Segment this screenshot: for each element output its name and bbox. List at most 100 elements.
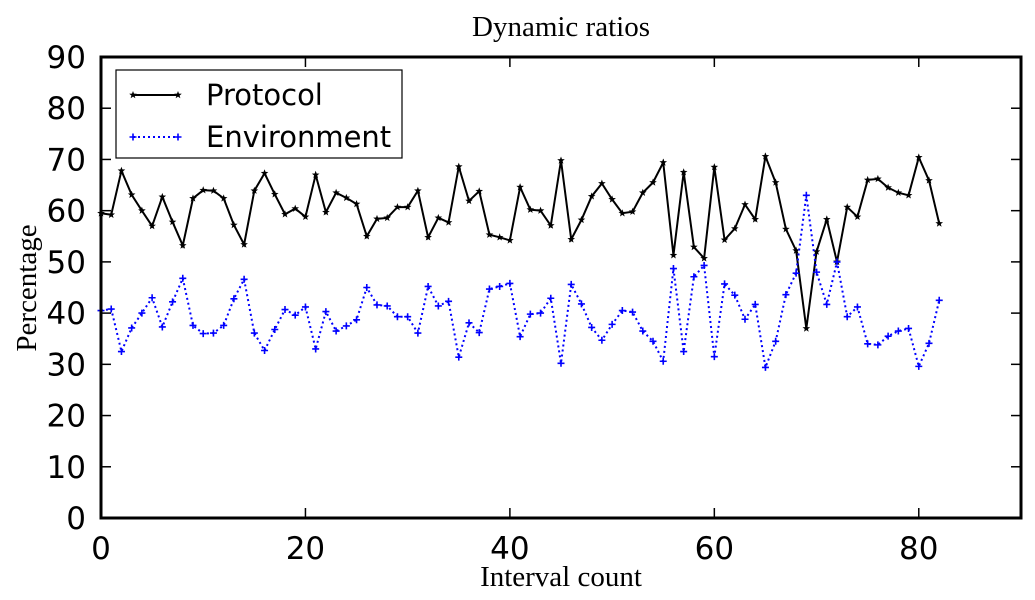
- data-point: [772, 337, 780, 345]
- data-point: [353, 316, 361, 324]
- data-point: [291, 204, 300, 212]
- data-point: [209, 329, 217, 337]
- data-point: [148, 294, 156, 302]
- y-tick-label: 60: [47, 194, 86, 230]
- data-point: [884, 183, 892, 191]
- data-point: [761, 363, 769, 371]
- data-point: [230, 295, 238, 303]
- data-point: [301, 303, 309, 311]
- data-point: [454, 162, 463, 170]
- data-point: [822, 215, 831, 223]
- data-point: [199, 186, 208, 194]
- legend: Protocol Environment: [115, 69, 403, 159]
- data-point: [731, 291, 739, 299]
- data-point: [240, 275, 248, 283]
- data-point: [935, 296, 943, 304]
- data-point: [445, 297, 453, 305]
- data-point: [506, 279, 514, 287]
- legend-marker: [174, 91, 182, 99]
- data-point: [802, 324, 811, 332]
- data-point: [587, 192, 596, 200]
- data-point: [680, 348, 688, 356]
- data-point: [383, 302, 391, 310]
- y-axis-label: Percentage: [11, 224, 43, 351]
- data-point: [598, 179, 606, 187]
- data-point: [138, 309, 146, 317]
- data-point: [904, 191, 913, 199]
- data-point: [629, 308, 637, 316]
- data-point: [925, 176, 933, 184]
- data-point: [823, 300, 831, 308]
- data-point: [679, 168, 688, 176]
- data-point: [373, 301, 381, 309]
- data-point: [557, 156, 565, 164]
- data-point: [710, 163, 719, 171]
- data-point: [649, 337, 657, 345]
- data-point: [362, 232, 371, 240]
- data-point: [782, 225, 790, 233]
- data-point: [577, 215, 586, 224]
- data-point: [863, 175, 872, 184]
- data-point: [802, 191, 810, 199]
- data-point: [914, 153, 923, 161]
- data-point: [812, 247, 821, 255]
- data-point: [905, 324, 913, 332]
- y-axis-ticks: 0 10 20 30 40 50 60 70 80 90: [47, 40, 1021, 537]
- data-point: [730, 224, 739, 232]
- data-point: [261, 347, 269, 355]
- y-tick-label: 0: [66, 501, 86, 537]
- data-point: [475, 187, 484, 195]
- data-point: [414, 329, 422, 337]
- data-point: [424, 282, 432, 290]
- data-point: [342, 322, 350, 330]
- data-point: [894, 327, 902, 335]
- data-point: [301, 212, 310, 221]
- data-point: [127, 190, 136, 199]
- data-point: [465, 196, 473, 205]
- data-point: [690, 243, 698, 251]
- data-point: [853, 212, 862, 221]
- data-point: [250, 329, 258, 337]
- data-point: [138, 206, 146, 214]
- data-point: [792, 246, 800, 254]
- chart-title: Dynamic ratios: [472, 11, 650, 43]
- data-point: [107, 305, 115, 313]
- legend-frame: [115, 69, 403, 159]
- data-point: [915, 362, 923, 370]
- data-point: [179, 274, 187, 282]
- data-point: [925, 339, 933, 347]
- data-point: [485, 230, 494, 238]
- series-environment: [97, 191, 943, 372]
- data-point: [588, 323, 596, 331]
- data-point: [536, 206, 545, 214]
- y-tick-label: 90: [47, 40, 86, 76]
- data-point: [209, 186, 218, 194]
- data-point: [107, 210, 116, 218]
- data-point: [240, 240, 248, 248]
- data-point: [219, 194, 228, 202]
- data-point: [516, 333, 524, 341]
- data-point: [792, 269, 800, 277]
- data-point: [874, 174, 882, 183]
- data-point: [322, 208, 330, 216]
- legend-label: Environment: [206, 120, 391, 154]
- data-point: [168, 217, 177, 226]
- data-point: [148, 222, 156, 230]
- data-point: [393, 203, 402, 211]
- data-point: [700, 254, 708, 262]
- data-point: [342, 193, 351, 202]
- data-point: [864, 340, 872, 348]
- data-point: [189, 321, 197, 329]
- data-point: [547, 294, 555, 302]
- x-tick-label: 80: [899, 531, 938, 567]
- data-point: [761, 152, 770, 160]
- data-point: [271, 326, 279, 334]
- data-point: [475, 329, 483, 337]
- data-point: [404, 313, 412, 321]
- y-tick-label: 30: [47, 347, 86, 383]
- data-point: [424, 233, 432, 241]
- data-point: [220, 321, 228, 329]
- data-point: [853, 303, 861, 311]
- data-point: [496, 282, 504, 290]
- x-tick-label: 0: [91, 531, 111, 567]
